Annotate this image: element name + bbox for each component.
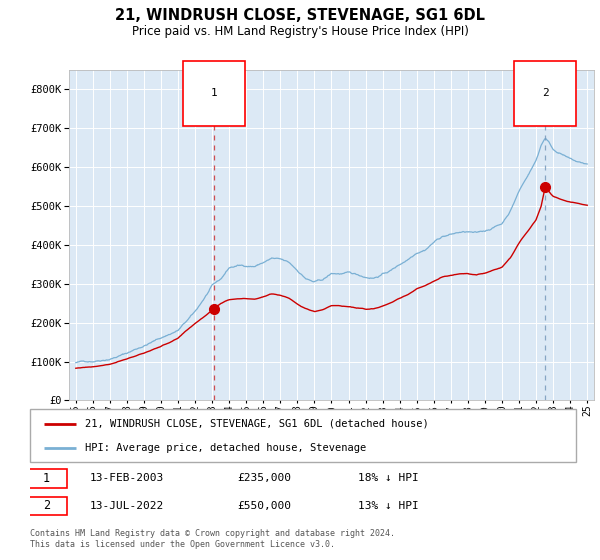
Text: 13% ↓ HPI: 13% ↓ HPI — [358, 501, 418, 511]
Text: 21, WINDRUSH CLOSE, STEVENAGE, SG1 6DL (detached house): 21, WINDRUSH CLOSE, STEVENAGE, SG1 6DL (… — [85, 419, 428, 429]
Text: £550,000: £550,000 — [238, 501, 292, 511]
Text: Price paid vs. HM Land Registry's House Price Index (HPI): Price paid vs. HM Land Registry's House … — [131, 25, 469, 38]
Text: £235,000: £235,000 — [238, 473, 292, 483]
Text: 2: 2 — [43, 500, 50, 512]
Text: 13-FEB-2003: 13-FEB-2003 — [90, 473, 164, 483]
Text: 1: 1 — [211, 88, 218, 99]
Text: 21, WINDRUSH CLOSE, STEVENAGE, SG1 6DL: 21, WINDRUSH CLOSE, STEVENAGE, SG1 6DL — [115, 8, 485, 24]
Text: Contains HM Land Registry data © Crown copyright and database right 2024.
This d: Contains HM Land Registry data © Crown c… — [30, 529, 395, 549]
Text: 18% ↓ HPI: 18% ↓ HPI — [358, 473, 418, 483]
Text: HPI: Average price, detached house, Stevenage: HPI: Average price, detached house, Stev… — [85, 442, 366, 452]
FancyBboxPatch shape — [26, 497, 67, 515]
Text: 1: 1 — [43, 472, 50, 485]
Text: 13-JUL-2022: 13-JUL-2022 — [90, 501, 164, 511]
Text: 2: 2 — [542, 88, 548, 99]
FancyBboxPatch shape — [26, 469, 67, 488]
